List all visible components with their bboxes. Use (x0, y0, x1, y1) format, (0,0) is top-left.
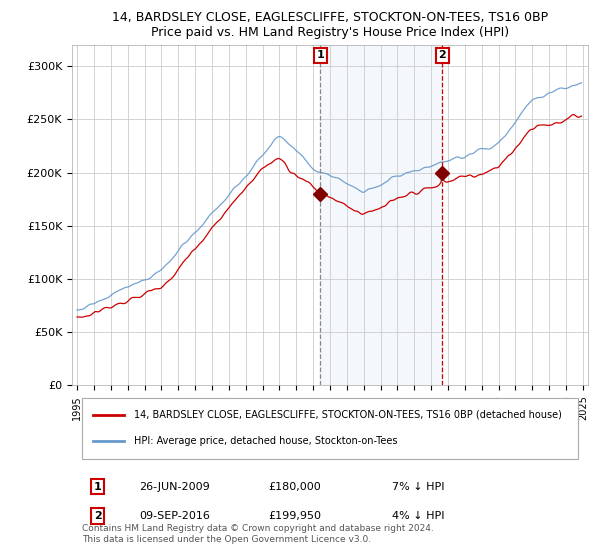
Text: £199,950: £199,950 (268, 511, 321, 521)
Text: Contains HM Land Registry data © Crown copyright and database right 2024.
This d: Contains HM Land Registry data © Crown c… (82, 525, 434, 544)
Text: £180,000: £180,000 (268, 482, 321, 492)
Text: 09-SEP-2016: 09-SEP-2016 (139, 511, 210, 521)
Text: 26-JUN-2009: 26-JUN-2009 (139, 482, 210, 492)
Text: 7% ↓ HPI: 7% ↓ HPI (392, 482, 445, 492)
Text: 14, BARDSLEY CLOSE, EAGLESCLIFFE, STOCKTON-ON-TEES, TS16 0BP (detached house): 14, BARDSLEY CLOSE, EAGLESCLIFFE, STOCKT… (134, 410, 562, 420)
Text: 2: 2 (94, 511, 101, 521)
FancyBboxPatch shape (82, 398, 578, 459)
Text: HPI: Average price, detached house, Stockton-on-Tees: HPI: Average price, detached house, Stoc… (134, 436, 397, 446)
Text: 2: 2 (439, 50, 446, 60)
Title: 14, BARDSLEY CLOSE, EAGLESCLIFFE, STOCKTON-ON-TEES, TS16 0BP
Price paid vs. HM L: 14, BARDSLEY CLOSE, EAGLESCLIFFE, STOCKT… (112, 11, 548, 39)
Bar (320, 45, 442, 385)
Text: 1: 1 (316, 50, 324, 60)
Text: 4% ↓ HPI: 4% ↓ HPI (392, 511, 445, 521)
Text: 1: 1 (94, 482, 101, 492)
